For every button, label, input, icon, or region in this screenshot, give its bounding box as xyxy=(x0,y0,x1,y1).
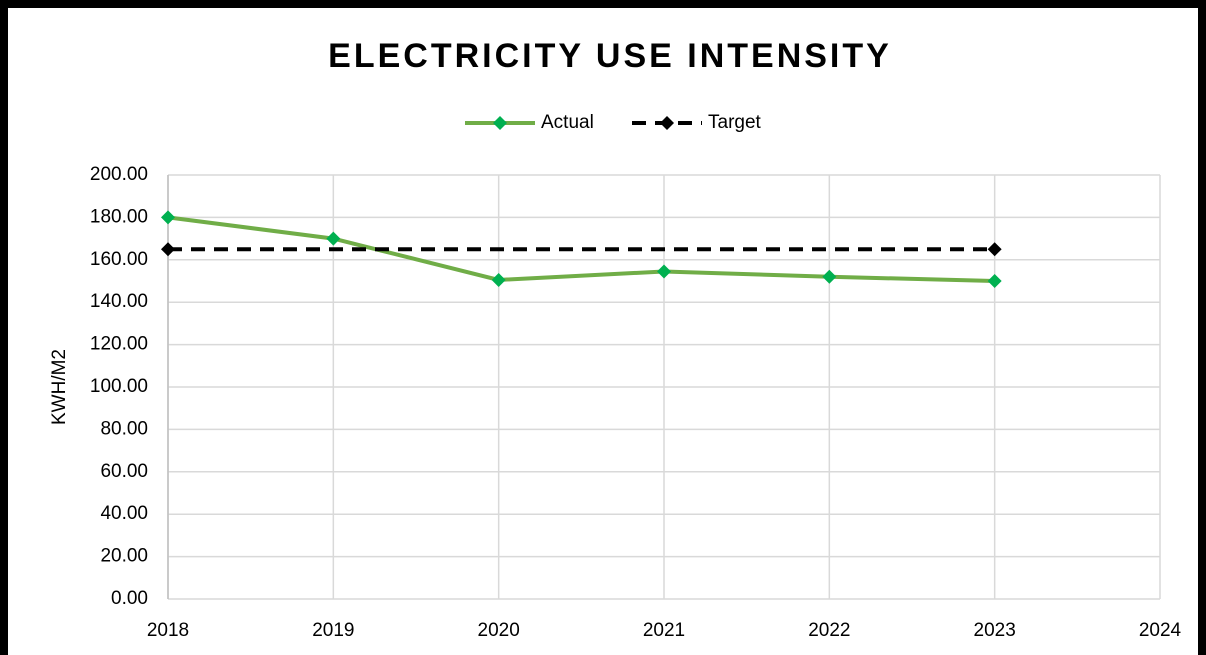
x-tick-label: 2021 xyxy=(643,620,685,641)
legend-marker xyxy=(660,116,674,130)
marker xyxy=(822,269,837,284)
marker xyxy=(657,264,671,279)
marker xyxy=(161,242,175,257)
marker xyxy=(987,274,1002,288)
legend-marker xyxy=(493,116,507,130)
marker xyxy=(161,210,175,225)
y-tick-label: 140.00 xyxy=(90,291,148,312)
y-tick-label: 60.00 xyxy=(100,461,148,482)
y-tick-label: 200.00 xyxy=(90,164,148,185)
x-tick-label: 2023 xyxy=(974,620,1016,641)
y-tick-label: 40.00 xyxy=(100,503,148,524)
series-line xyxy=(167,215,995,283)
marker xyxy=(987,242,1002,257)
legend-label: Actual xyxy=(541,112,594,133)
marker xyxy=(491,272,506,287)
y-tick-label: 180.00 xyxy=(90,206,148,227)
legend-label: Target xyxy=(708,112,762,133)
x-tick-label: 2020 xyxy=(478,620,520,641)
y-tick-label: 20.00 xyxy=(100,546,148,567)
marker xyxy=(326,231,341,246)
y-tick-label: 120.00 xyxy=(90,334,148,355)
x-tick-label: 2019 xyxy=(312,620,354,641)
x-tick-label: 2024 xyxy=(1139,620,1182,641)
y-tick-label: 80.00 xyxy=(100,418,148,439)
y-axis-label: KWH/M2 xyxy=(49,349,70,425)
y-tick-label: 0.00 xyxy=(111,588,148,609)
y-tick-label: 160.00 xyxy=(90,249,148,270)
x-tick-label: 2022 xyxy=(808,620,850,641)
chart-title: ELECTRICITY USE INTENSITY xyxy=(328,37,892,75)
y-tick-label: 100.00 xyxy=(90,376,148,397)
x-tick-label: 2018 xyxy=(147,620,189,641)
